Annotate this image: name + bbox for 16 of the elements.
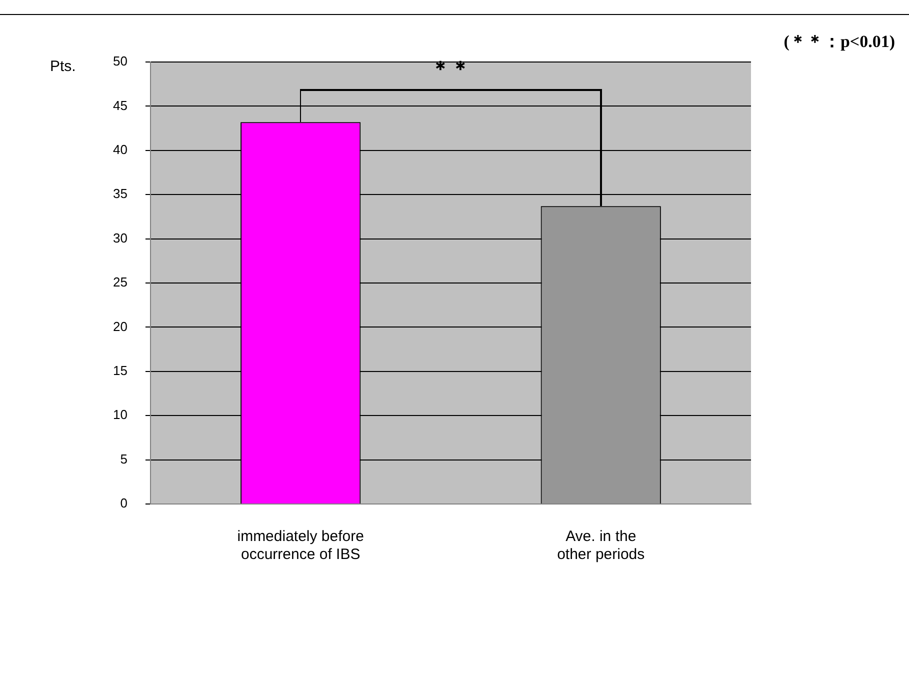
y-axis-title: Pts. [50, 58, 76, 76]
y-tick-label: 15 [112, 362, 128, 378]
y-tick-label: 20 [112, 318, 128, 334]
y-tick-label: 5 [120, 451, 128, 466]
y-tick-label: 40 [112, 142, 128, 157]
y-tick-label: 45 [112, 98, 128, 113]
y-tick-label: 30 [112, 230, 128, 246]
text: (＊＊：p<0.01) [784, 31, 895, 53]
y-tick-label: 0 [120, 496, 128, 511]
y-tick-label: 35 [112, 186, 128, 202]
x-tick-label: immediately before occurrence of IBS [237, 528, 364, 564]
annotation: ＊＊ [430, 56, 471, 80]
y-tick-label: 50 [112, 54, 128, 69]
x-tick-label: Ave. in the other periods [557, 528, 645, 564]
y-tick-label: 10 [112, 407, 128, 422]
y-tick-label: 25 [112, 274, 128, 290]
